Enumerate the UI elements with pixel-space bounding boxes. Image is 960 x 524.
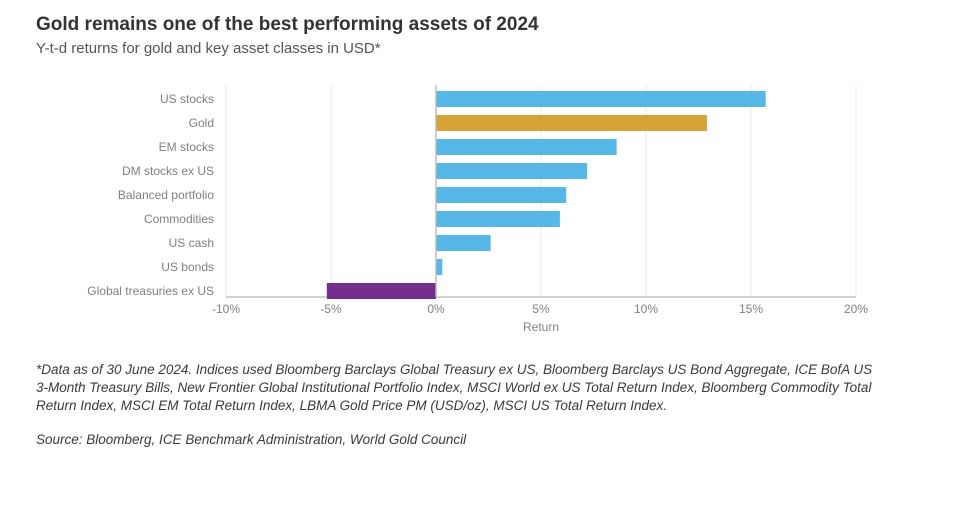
chart-footnote: *Data as of 30 June 2024. Indices used B… xyxy=(36,361,886,414)
chart-title: Gold remains one of the best performing … xyxy=(36,14,932,36)
x-tick-label: 15% xyxy=(739,302,763,316)
category-label: Gold xyxy=(189,116,214,130)
x-tick-label: 5% xyxy=(532,302,550,316)
category-label: DM stocks ex US xyxy=(122,164,214,178)
chart-svg: -10% -5% 0% 5% 10% 15% 20% US stocks Gold EM stoc… xyxy=(36,79,876,339)
x-tick-label: -10% xyxy=(212,302,240,316)
category-label: Balanced portfolio xyxy=(118,188,214,202)
bar xyxy=(436,211,560,227)
x-tick-label: 10% xyxy=(634,302,658,316)
chart-source: Source: Bloomberg, ICE Benchmark Adminis… xyxy=(36,432,932,447)
bar xyxy=(436,187,566,203)
category-label: US bonds xyxy=(161,260,214,274)
bar xyxy=(436,91,766,107)
x-tick-label: -5% xyxy=(320,302,342,316)
category-label: Commodities xyxy=(144,212,214,226)
category-label: EM stocks xyxy=(159,140,214,154)
x-tick-label: 0% xyxy=(427,302,445,316)
category-label: US stocks xyxy=(160,92,214,106)
category-label: Global treasuries ex US xyxy=(87,284,214,298)
bar xyxy=(436,115,707,131)
bar xyxy=(436,235,491,251)
chart: -10% -5% 0% 5% 10% 15% 20% US stocks Gold EM stoc… xyxy=(36,79,932,339)
category-label: US cash xyxy=(169,236,214,250)
bar xyxy=(327,283,436,299)
bar xyxy=(436,139,617,155)
bar xyxy=(436,163,587,179)
x-tick-label: 20% xyxy=(844,302,868,316)
bar xyxy=(436,259,442,275)
x-axis-label: Return xyxy=(523,320,559,334)
chart-subtitle: Y-t-d returns for gold and key asset cla… xyxy=(36,40,932,57)
